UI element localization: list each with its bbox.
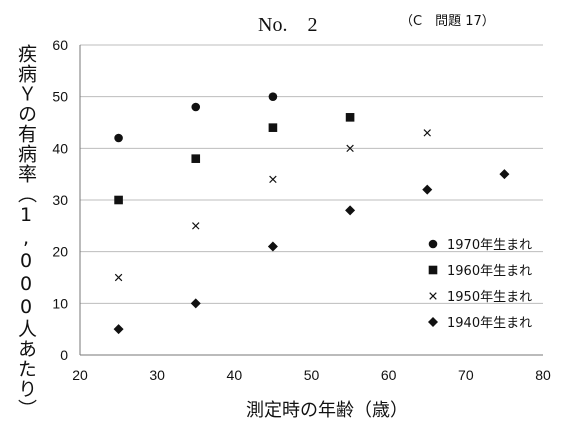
data-point — [114, 273, 123, 282]
x-tick-label: 20 — [72, 367, 88, 383]
data-point — [345, 113, 355, 122]
data-point — [268, 92, 278, 101]
data-point — [190, 298, 201, 309]
data-point — [191, 154, 201, 163]
x-tick-label: 70 — [458, 367, 474, 383]
data-point — [346, 144, 354, 153]
x-axis-label: 測定時の年齢（歳） — [246, 400, 408, 421]
data-point — [422, 184, 433, 195]
legend-marker — [428, 265, 438, 275]
y-tick-label: 50 — [52, 89, 68, 105]
data-point — [269, 175, 277, 184]
x-tick-label: 60 — [381, 367, 397, 383]
legend-marker — [428, 317, 438, 327]
data-point — [267, 241, 278, 252]
y-tick-label: 10 — [52, 295, 68, 311]
y-tick-label: 60 — [52, 37, 68, 53]
data-point — [114, 195, 123, 205]
data-point — [113, 324, 124, 335]
legend-label: 1950年生まれ — [447, 290, 532, 305]
x-tick-label: 40 — [227, 367, 243, 383]
question-reference: （C 問題 17） — [400, 14, 495, 29]
legend-label: 1960年生まれ — [447, 264, 532, 279]
y-tick-label: 20 — [52, 244, 68, 260]
data-point — [114, 133, 123, 143]
legend-label: 1970年生まれ — [447, 238, 532, 253]
legend-label: 1940年生まれ — [447, 316, 532, 331]
legend-marker — [429, 292, 437, 300]
data-point — [192, 222, 200, 230]
x-tick-label: 80 — [535, 367, 551, 383]
y-axis-label: 疾病Ｙの有病率（1,000人あたり） — [15, 44, 37, 419]
x-tick-label: 50 — [304, 367, 320, 383]
legend-marker — [428, 239, 438, 249]
data-point — [268, 123, 278, 132]
y-tick-label: 30 — [52, 192, 68, 208]
y-tick-label: 40 — [52, 140, 68, 156]
data-point — [499, 169, 510, 180]
data-point — [345, 205, 356, 216]
data-point — [191, 102, 201, 112]
figure-number: No. 2 — [258, 14, 318, 36]
y-tick-label: 0 — [60, 347, 68, 363]
data-point — [423, 129, 431, 137]
x-tick-label: 30 — [149, 367, 165, 383]
